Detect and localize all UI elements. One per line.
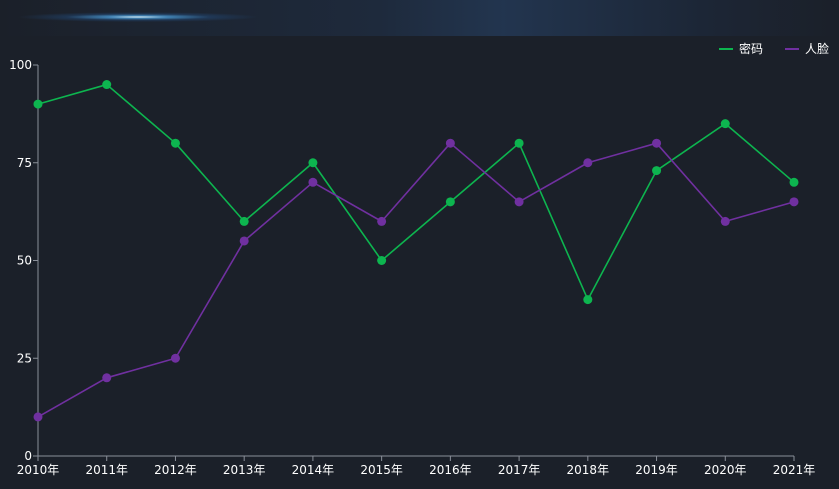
legend-item-password[interactable]: 密码 (718, 40, 763, 57)
header-light-flare (0, 10, 300, 24)
series-0-point (720, 119, 730, 129)
series-1-point (102, 373, 112, 383)
x-tick-label: 2011年 (85, 463, 128, 477)
x-tick-label: 2015年 (360, 463, 403, 477)
series-1-point (445, 138, 455, 148)
legend-item-face[interactable]: 人脸 (784, 40, 829, 57)
y-tick-label: 0 (24, 449, 32, 463)
series-1-point (33, 412, 43, 422)
x-tick-label: 2018年 (567, 463, 610, 477)
series-0-point (308, 158, 318, 168)
series-1-point (514, 197, 524, 207)
series-0-point (789, 177, 799, 187)
series-1-point (377, 216, 387, 226)
series-line-0 (37, 83, 795, 301)
legend-swatch-password (718, 47, 733, 50)
series-0-point (514, 138, 524, 148)
y-tick-label: 100 (9, 58, 32, 72)
legend-swatch-face (784, 47, 799, 50)
x-tick-label: 2016年 (429, 463, 472, 477)
series-0-point (102, 80, 112, 90)
series-1-point (720, 216, 730, 226)
series-1-point (583, 158, 593, 168)
x-tick-label: 2010年 (17, 463, 60, 477)
series-0-point (377, 256, 387, 265)
x-tick-label: 2017年 (498, 463, 541, 477)
series-1-point (652, 138, 662, 148)
x-tick-label: 2020年 (704, 463, 747, 477)
legend-label-face: 人脸 (804, 42, 829, 56)
series-0-point (445, 197, 455, 207)
x-tick-label: 2012年 (154, 463, 197, 477)
x-tick-label: 2019年 (635, 463, 678, 477)
series-1-point (170, 353, 180, 363)
y-tick-label: 75 (17, 156, 32, 170)
x-tick-label: 2013年 (223, 463, 266, 477)
series-1-point (239, 236, 249, 246)
series-1-point (789, 197, 799, 207)
series-1-point (308, 177, 318, 187)
series-0-point (170, 138, 180, 148)
series-0-point (33, 99, 43, 109)
series-line-1 (37, 142, 795, 418)
series-0-point (583, 295, 593, 305)
x-tick-label: 2021年 (773, 463, 816, 477)
x-tick-label: 2014年 (292, 463, 335, 477)
y-tick-label: 50 (17, 254, 32, 268)
chart-legend: 密码 人脸 (718, 40, 829, 57)
series-0-point (239, 216, 249, 226)
series-0-point (652, 166, 662, 176)
y-tick-label: 25 (17, 351, 32, 365)
legend-label-password: 密码 (738, 42, 763, 56)
